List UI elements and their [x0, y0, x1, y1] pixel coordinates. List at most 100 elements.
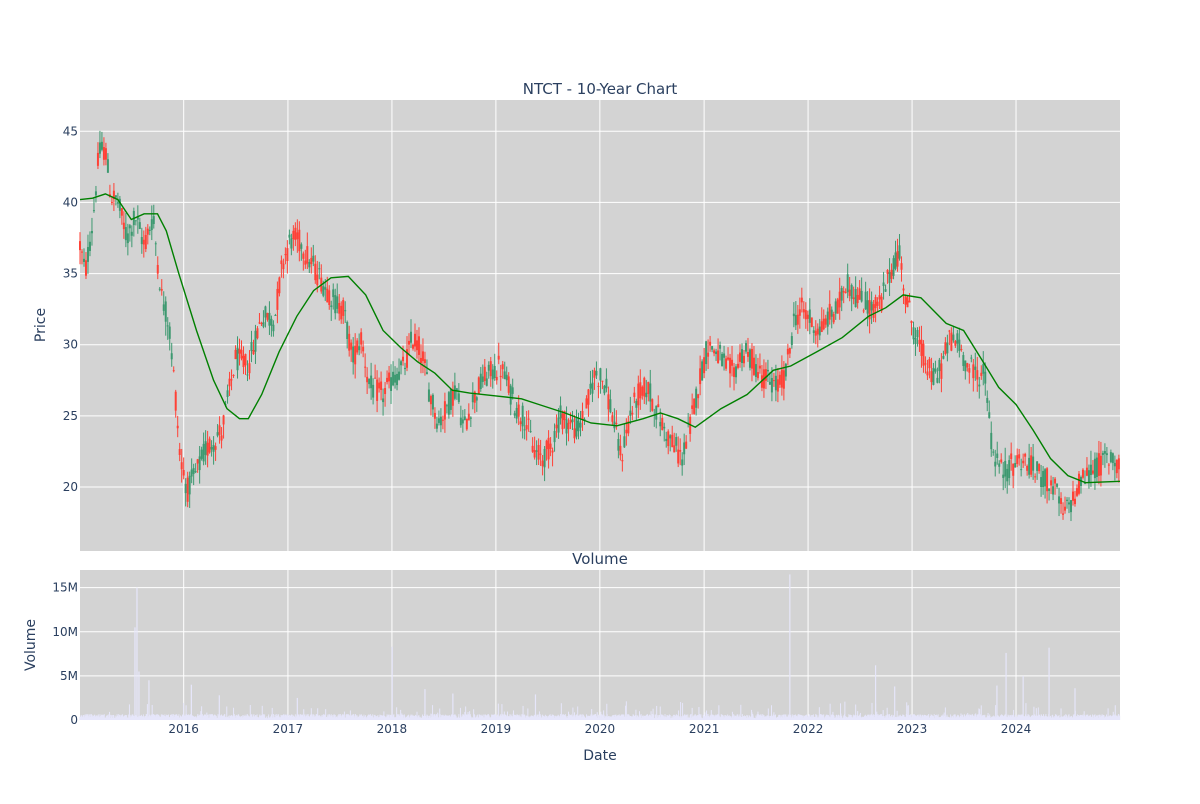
volume-y-tick-label: 0: [70, 713, 78, 727]
price-candle-body: [423, 359, 426, 364]
volume-bar: [501, 704, 503, 720]
volume-bar: [865, 714, 867, 720]
price-candle-body: [489, 361, 492, 377]
volume-bar: [1042, 714, 1044, 720]
volume-bar: [151, 704, 153, 720]
price-candle-body: [461, 419, 464, 424]
price-candle-body: [764, 369, 767, 381]
price-candle-body: [106, 159, 109, 173]
price-candle-body: [394, 374, 397, 383]
price-candle-body: [541, 460, 544, 467]
volume-bar: [183, 702, 185, 720]
price-candle-body: [850, 285, 853, 299]
price-candle-body: [124, 227, 127, 241]
volume-bar: [231, 716, 233, 720]
price-candle-body: [750, 348, 753, 369]
price-candle-body: [637, 383, 640, 406]
price-candle-body: [1014, 463, 1017, 468]
price-candle-body: [916, 329, 919, 338]
price-candle-body: [156, 264, 159, 274]
volume-bar: [340, 715, 342, 720]
price-candle-body: [976, 370, 979, 380]
price-candle-body: [695, 388, 698, 408]
volume-bar: [111, 715, 113, 720]
price-candle-body: [79, 241, 81, 251]
price-y-tick-label: 25: [63, 409, 78, 423]
price-candle-body: [274, 314, 277, 316]
price-candle-body: [238, 348, 241, 354]
volume-bar: [685, 715, 687, 720]
volume-bar: [311, 714, 313, 720]
price-candle-body: [904, 296, 907, 305]
price-candle-body: [380, 381, 383, 390]
volume-bar: [885, 715, 887, 720]
price-candle-body: [88, 241, 91, 251]
volume-bar: [871, 702, 873, 720]
volume-bar: [451, 714, 453, 720]
price-candle-body: [1012, 463, 1015, 476]
price-candle-body: [675, 437, 678, 446]
price-candle-body: [954, 340, 957, 346]
volume-bar: [603, 714, 605, 720]
volume-bar: [597, 714, 599, 720]
price-candle-body: [579, 422, 582, 428]
price-candle-body: [515, 407, 518, 419]
price-y-tick-label: 45: [63, 124, 78, 138]
price-candle-body: [152, 216, 155, 225]
price-candle-body: [928, 359, 931, 369]
price-candle-body: [98, 142, 101, 154]
volume-bar: [1035, 708, 1037, 720]
price-candle-body: [154, 243, 157, 245]
price-candle-body: [206, 442, 209, 456]
price-candle-body: [996, 453, 999, 458]
price-candle-body: [469, 417, 472, 419]
price-candle-body: [980, 372, 983, 376]
volume-bar: [1009, 715, 1011, 720]
volume-bar: [519, 714, 521, 720]
price-candle-body: [1064, 506, 1067, 511]
price-candle-body: [1038, 463, 1041, 472]
price-candle-body: [382, 398, 385, 403]
price-candle-body: [242, 355, 245, 368]
volume-bar: [162, 714, 164, 720]
volume-bar: [718, 705, 720, 720]
volume-bar: [747, 715, 749, 720]
price-candle-body: [808, 309, 811, 323]
price-candle-body: [216, 432, 219, 436]
price-candle-body: [92, 210, 95, 212]
price-candle-body: [950, 332, 953, 351]
price-candle-body: [298, 229, 301, 252]
price-candle-body: [804, 310, 807, 320]
volume-bar: [171, 714, 173, 720]
volume-spike-bar: [1022, 675, 1024, 720]
price-candle-body: [312, 255, 315, 262]
price-candle-body: [657, 404, 660, 408]
volume-bar: [545, 715, 547, 720]
price-candle-body: [523, 429, 526, 431]
price-candle-body: [655, 405, 658, 420]
volume-bar: [266, 716, 268, 720]
price-candle-body: [188, 475, 191, 495]
volume-bar: [1039, 714, 1041, 720]
price-candle-body: [1010, 453, 1013, 460]
volume-bar: [205, 716, 207, 720]
volume-bar: [292, 714, 294, 720]
price-candle-body: [671, 434, 674, 448]
volume-bar: [119, 714, 121, 720]
volume-bar: [606, 703, 608, 720]
price-candle-body: [1099, 455, 1102, 476]
price-candle-body: [788, 347, 791, 354]
volume-bar: [142, 714, 144, 720]
price-candle-body: [437, 418, 440, 423]
price-candle-body: [294, 227, 297, 240]
price-candle-body: [276, 288, 279, 310]
price-candle-body: [433, 412, 436, 419]
volume-bar: [525, 715, 527, 720]
price-candle-body: [641, 386, 644, 396]
price-candle-body: [168, 326, 171, 339]
price-candle-body: [693, 398, 696, 414]
price-candle-body: [545, 440, 548, 450]
price-candle-body: [210, 446, 213, 450]
price-candle-body: [1062, 513, 1065, 515]
price-candle-body: [906, 297, 909, 308]
